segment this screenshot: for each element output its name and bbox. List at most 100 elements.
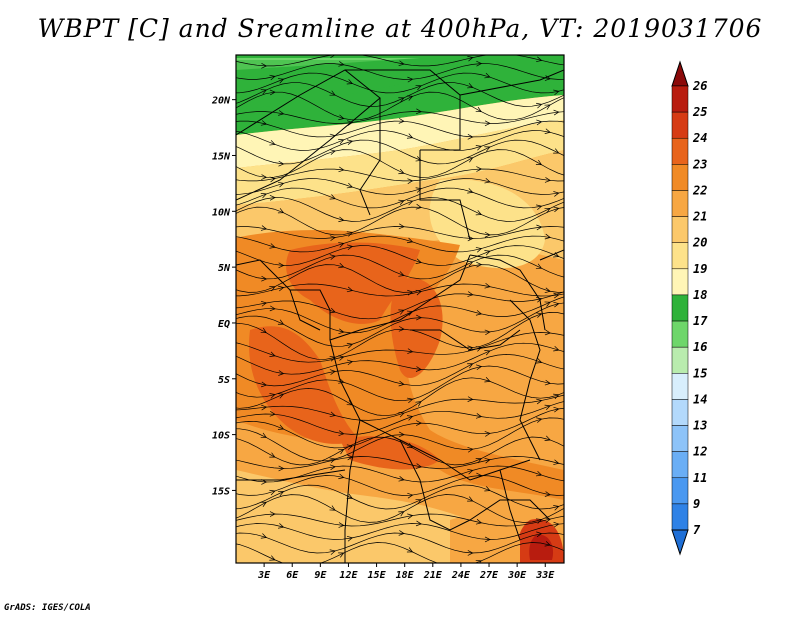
streamline-arrow	[475, 560, 483, 563]
streamline-arrow	[346, 444, 354, 450]
streamline-arrow	[398, 118, 405, 124]
streamline-arrow	[484, 536, 491, 543]
streamline-arrow	[329, 307, 336, 314]
colorbar-segment	[671, 190, 689, 217]
streamline-arrow	[544, 177, 551, 183]
colorbar-label: 26	[692, 79, 707, 93]
lat-tick-label: 5N	[218, 263, 231, 274]
streamline-arrow	[278, 285, 285, 292]
streamline-arrow	[475, 413, 483, 419]
streamline-arrow	[475, 346, 483, 352]
streamline-arrow	[467, 363, 474, 369]
streamline-arrow	[269, 489, 276, 496]
lat-tick-label: 5S	[218, 375, 230, 386]
streamline-arrow	[476, 261, 483, 268]
streamline-arrow	[260, 501, 267, 507]
streamline-arrow	[406, 237, 414, 244]
streamline	[236, 206, 564, 236]
streamline-arrow	[536, 102, 543, 109]
colorbar-label: 14	[693, 392, 707, 406]
colorbar-bottom-arrow	[671, 529, 689, 556]
latitude-axis: 20N 15N 10N 5N EQ 5S 10S 15S	[211, 96, 236, 497]
streamline-arrow	[269, 452, 276, 458]
streamline-arrow	[544, 233, 551, 240]
streamline-arrow	[269, 176, 276, 183]
streamline	[236, 312, 564, 360]
colorbar-label: 12	[693, 445, 707, 459]
colorbar-segment	[671, 451, 689, 479]
streamline-arrow	[277, 490, 285, 497]
streamline-arrow	[261, 404, 268, 411]
streamline-arrow	[553, 505, 560, 511]
streamline-arrow	[535, 470, 543, 477]
streamline-arrow	[260, 432, 267, 438]
colorbar-segment	[671, 137, 689, 165]
streamline-arrow	[398, 199, 405, 206]
streamline-arrow	[484, 120, 491, 127]
streamline-arrow	[475, 145, 483, 151]
streamline-arrow	[338, 262, 345, 269]
colorbar-label: 17	[693, 314, 708, 328]
streamline-arrow	[329, 149, 336, 155]
streamline-arrow	[544, 75, 551, 81]
streamline-arrow	[277, 208, 285, 214]
streamline-arrow	[398, 223, 405, 230]
streamline-arrow	[544, 379, 551, 386]
streamline	[236, 111, 564, 124]
colorbar-segment	[671, 399, 689, 426]
colorbar-label: 23	[692, 157, 707, 171]
streamline-arrow	[406, 547, 414, 553]
streamline-arrow	[278, 523, 285, 529]
streamline-arrow	[398, 530, 405, 536]
streamline-arrow	[269, 555, 276, 561]
streamline-arrow	[553, 191, 560, 197]
colorbar-label: 16	[693, 340, 707, 354]
streamline-arrow	[544, 207, 551, 214]
lat-tick-label: 20N	[211, 96, 231, 107]
streamline-arrow	[398, 309, 405, 315]
streamline-arrow	[407, 178, 414, 184]
streamline-arrow	[475, 310, 483, 316]
lon-tick-label: 15E	[368, 570, 387, 581]
credit-text: GrADS: IGES/COLA	[4, 603, 91, 613]
streamline-arrow	[329, 133, 336, 140]
streamline-arrow	[467, 291, 474, 297]
colorbar-segment	[671, 242, 689, 270]
streamline-arrow	[544, 287, 551, 294]
colorbar-segment	[671, 425, 689, 452]
streamline-arrow	[398, 168, 405, 175]
streamline-arrow	[544, 491, 551, 497]
streamline-arrow	[415, 401, 422, 407]
streamline	[236, 342, 564, 375]
streamline-arrow	[260, 120, 268, 126]
streamline-arrow	[338, 355, 345, 361]
streamline-arrow	[278, 160, 285, 167]
streamline-arrow	[553, 345, 560, 352]
streamline-arrow	[415, 187, 422, 193]
streamline-arrow	[484, 177, 491, 184]
streamline-arrow	[535, 518, 543, 524]
lon-tick-label: 9E	[314, 570, 327, 581]
streamline	[236, 365, 564, 402]
streamline-arrow	[467, 83, 474, 89]
streamline-arrow	[484, 72, 491, 79]
colorbar-label: 22	[692, 183, 707, 197]
streamline-arrow	[407, 397, 414, 404]
streamline	[236, 187, 564, 209]
streamline-arrow	[346, 120, 354, 126]
streamline-arrow	[338, 430, 345, 437]
streamline-arrow	[407, 76, 414, 83]
colorbar-segment	[671, 477, 689, 505]
streamline-arrow	[467, 550, 474, 556]
streamline	[236, 139, 564, 165]
streamline-arrow	[467, 133, 474, 140]
streamline	[236, 401, 564, 435]
streamline	[236, 542, 564, 563]
lat-tick-label: 15S	[212, 486, 230, 497]
streamline-arrow	[346, 493, 354, 499]
streamline-arrow	[484, 282, 491, 289]
streamline-arrow	[277, 181, 285, 188]
colorbar-top-arrow	[671, 60, 689, 87]
streamline-arrow	[278, 262, 285, 269]
streamline-arrow	[407, 348, 414, 354]
